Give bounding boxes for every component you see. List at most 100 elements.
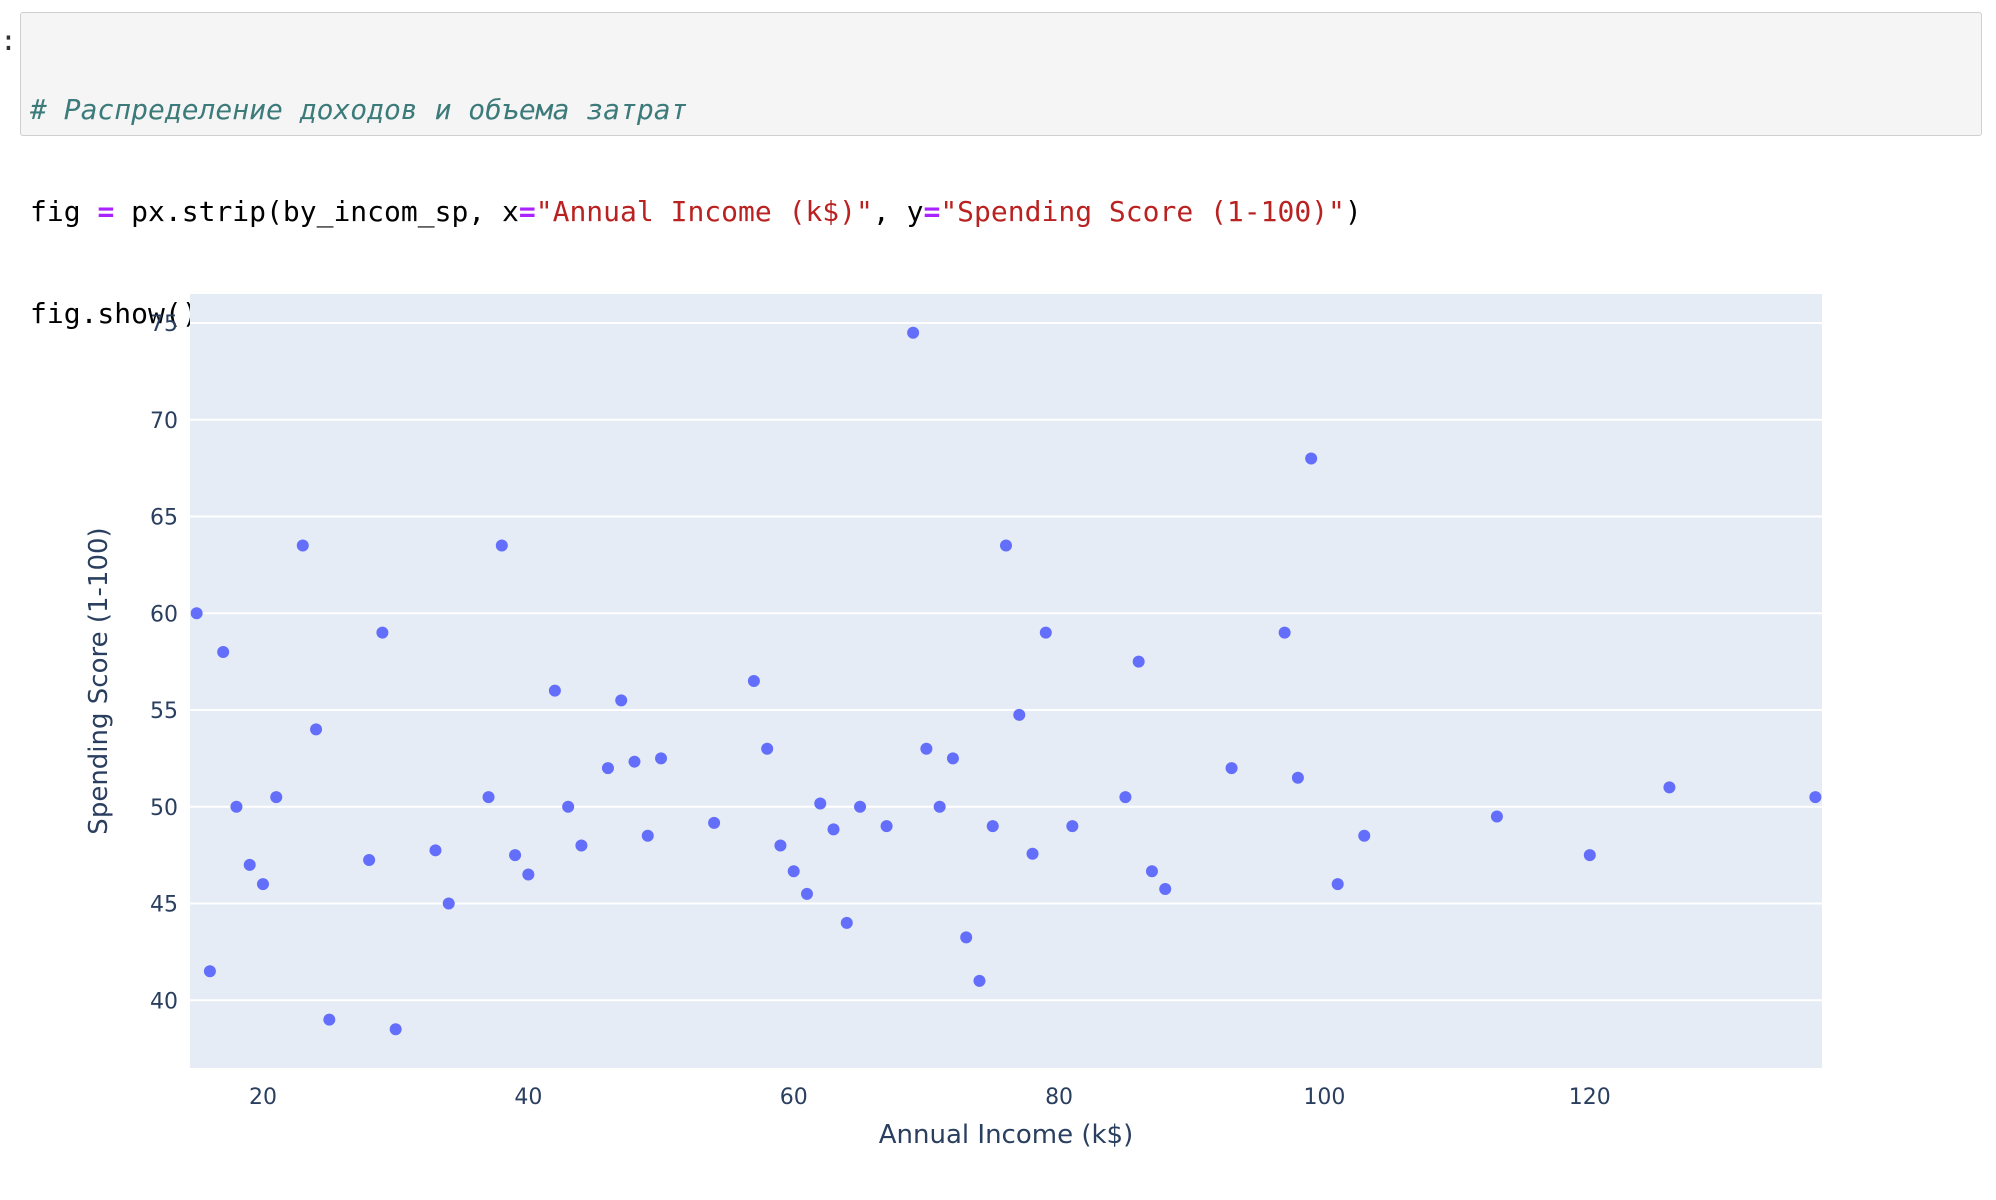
data-point[interactable] [1145, 865, 1158, 878]
data-point[interactable] [1159, 883, 1172, 896]
y-tick-label: 65 [150, 506, 178, 531]
data-point[interactable] [1000, 539, 1012, 552]
data-point[interactable] [854, 800, 867, 813]
data-point[interactable] [429, 844, 442, 857]
y-tick-label: 50 [150, 796, 178, 821]
data-point[interactable] [800, 887, 813, 900]
data-point[interactable] [1490, 810, 1503, 823]
data-point[interactable] [575, 839, 588, 852]
data-point[interactable] [522, 868, 535, 881]
data-point[interactable] [1663, 781, 1676, 794]
data-point[interactable] [1809, 791, 1822, 804]
data-point[interactable] [973, 974, 986, 987]
code-token: = [518, 195, 536, 228]
data-point[interactable] [310, 723, 323, 736]
data-point[interactable] [1331, 878, 1344, 891]
data-point[interactable] [1291, 771, 1304, 784]
data-point[interactable] [389, 1023, 402, 1036]
data-point[interactable] [363, 853, 376, 866]
data-point[interactable] [907, 326, 920, 339]
data-point[interactable] [747, 675, 760, 687]
data-point[interactable] [1278, 626, 1291, 639]
data-point[interactable] [1066, 820, 1079, 833]
x-axis-ticks: 20 40 60 80 100 120 [249, 1085, 1611, 1110]
data-point[interactable] [787, 865, 800, 878]
x-tick-label: 60 [780, 1085, 808, 1110]
y-axis-ticks: 40 45 50 55 60 65 70 75 [150, 312, 178, 1014]
data-point[interactable] [761, 742, 774, 755]
data-point[interactable] [203, 965, 216, 978]
data-point[interactable] [774, 839, 787, 852]
code-line: # Распределение доходов и объема затрат [30, 93, 1981, 127]
plot-area [190, 294, 1822, 1068]
code-token: "Spending Score (1-100)" [940, 195, 1345, 228]
data-point[interactable] [1225, 762, 1238, 775]
code-cell[interactable]: # Распределение доходов и объема затрат … [20, 12, 1982, 330]
code-token: "Annual Income (k$)" [535, 195, 873, 228]
data-point[interactable] [296, 539, 309, 552]
data-point[interactable] [270, 791, 283, 804]
code-token: # Распределение доходов и объема затрат [30, 93, 688, 126]
data-point[interactable] [1132, 655, 1145, 668]
data-point[interactable] [827, 823, 840, 836]
code-token: fig.show() [30, 297, 199, 330]
data-point[interactable] [708, 816, 721, 829]
data-point[interactable] [1013, 708, 1026, 721]
data-point[interactable] [814, 797, 827, 810]
data-point[interactable] [230, 800, 243, 813]
data-point[interactable] [880, 820, 893, 833]
x-axis-title: Annual Income (k$) [879, 1120, 1133, 1150]
data-points [190, 326, 1822, 1036]
code-token: fig [30, 195, 98, 228]
data-point[interactable] [217, 645, 230, 658]
code-token: = [923, 195, 941, 228]
data-point[interactable] [933, 800, 946, 813]
code-line: fig = px.strip(by_incom_sp, x="Annual In… [30, 195, 1981, 229]
code-token: , y [872, 195, 924, 228]
data-point[interactable] [946, 752, 959, 765]
data-point[interactable] [641, 829, 654, 842]
y-tick-label: 45 [150, 893, 178, 918]
y-tick-label: 70 [150, 409, 178, 434]
data-point[interactable] [655, 752, 668, 765]
data-point[interactable] [1305, 452, 1318, 465]
data-point[interactable] [256, 878, 269, 891]
data-point[interactable] [243, 858, 256, 871]
data-point[interactable] [986, 820, 999, 833]
data-point[interactable] [495, 539, 508, 552]
y-tick-label: 60 [150, 602, 178, 627]
x-tick-label: 80 [1045, 1085, 1073, 1110]
data-point[interactable] [1026, 847, 1039, 860]
data-point[interactable] [548, 684, 561, 697]
data-point[interactable] [920, 742, 933, 755]
data-point[interactable] [628, 755, 641, 768]
data-point[interactable] [442, 897, 455, 910]
code-token: ) [1344, 195, 1362, 228]
data-point[interactable] [960, 931, 973, 944]
code-token: px.strip(by_incom_sp, x [114, 195, 519, 228]
code-line: fig.show() [30, 297, 1981, 331]
data-point[interactable] [482, 791, 495, 804]
data-point[interactable] [601, 762, 614, 775]
x-tick-label: 100 [1303, 1085, 1345, 1110]
y-tick-label: 75 [150, 312, 178, 337]
x-tick-label: 20 [249, 1085, 277, 1110]
y-tick-label: 55 [150, 699, 178, 724]
y-tick-label: 40 [150, 989, 178, 1014]
data-point[interactable] [376, 626, 389, 639]
data-point[interactable] [1119, 791, 1132, 804]
data-point[interactable] [323, 1013, 336, 1026]
data-point[interactable] [1039, 626, 1052, 639]
data-point[interactable] [562, 800, 575, 813]
data-point[interactable] [1358, 829, 1371, 842]
data-point[interactable] [615, 694, 628, 707]
data-point[interactable] [1583, 849, 1596, 862]
code-token: = [97, 195, 115, 228]
x-tick-label: 120 [1569, 1085, 1611, 1110]
data-point[interactable] [190, 607, 203, 620]
y-axis-title: Spending Score (1-100) [84, 527, 114, 834]
gridlines [190, 322, 1822, 1002]
data-point[interactable] [840, 916, 853, 929]
data-point[interactable] [509, 849, 522, 862]
